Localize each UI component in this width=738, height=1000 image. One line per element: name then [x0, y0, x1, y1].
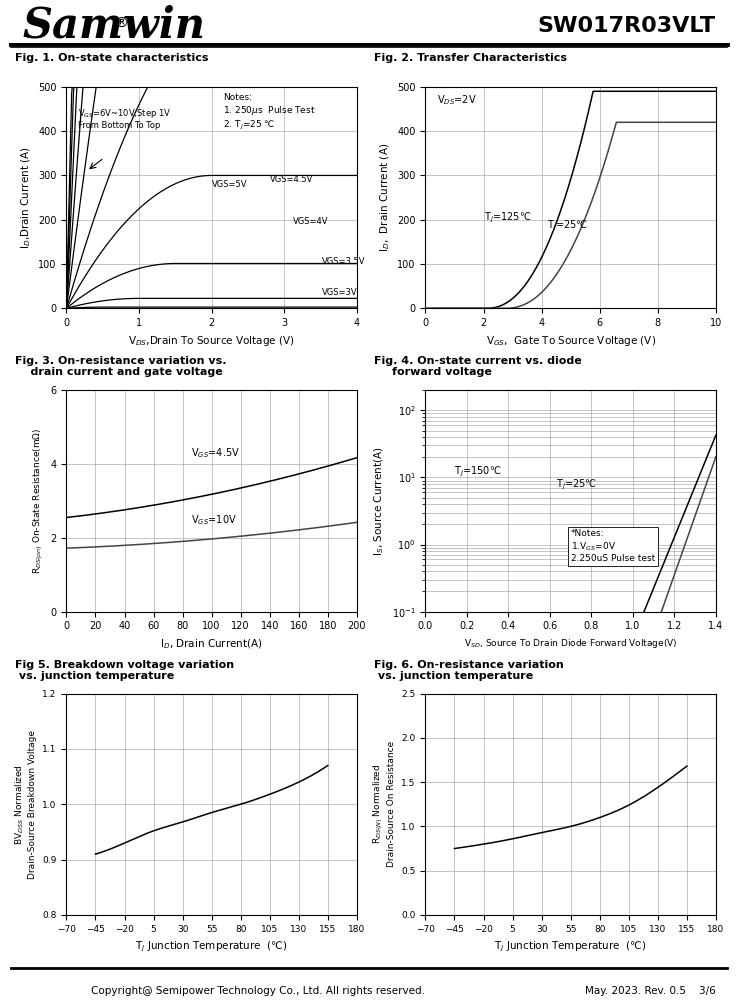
Text: vs. junction temperature: vs. junction temperature: [15, 671, 174, 681]
Y-axis label: I$_D$,Drain Current (A): I$_D$,Drain Current (A): [19, 146, 32, 249]
Y-axis label: R$_{DS(on)}$ On-State Resistance(m$\Omega$): R$_{DS(on)}$ On-State Resistance(m$\Omeg…: [31, 428, 45, 574]
Y-axis label: I$_S$, Source Current(A): I$_S$, Source Current(A): [373, 446, 386, 556]
Text: VGS=3V: VGS=3V: [322, 288, 358, 297]
Text: V$_{GS}$=10V: V$_{GS}$=10V: [191, 513, 237, 527]
Text: Fig. 1. On-state characteristics: Fig. 1. On-state characteristics: [15, 53, 208, 63]
Text: *Notes:
1.V$_{GS}$=0V
2.250uS Pulse test: *Notes: 1.V$_{GS}$=0V 2.250uS Pulse test: [570, 529, 655, 563]
X-axis label: T$_j$ Junction Temperature  (℃): T$_j$ Junction Temperature (℃): [494, 939, 646, 954]
Text: Fig. 2. Transfer Characteristics: Fig. 2. Transfer Characteristics: [373, 53, 567, 63]
X-axis label: I$_D$, Drain Current(A): I$_D$, Drain Current(A): [160, 637, 263, 651]
Text: forward voltage: forward voltage: [393, 367, 492, 377]
Text: T$_j$=125℃: T$_j$=125℃: [483, 210, 531, 225]
Text: Samwin: Samwin: [22, 5, 205, 47]
Text: VGS=5V: VGS=5V: [212, 180, 247, 189]
X-axis label: V$_{SD}$, Source To Drain Diode Forward Voltage(V): V$_{SD}$, Source To Drain Diode Forward …: [464, 637, 677, 650]
Text: Fig. 6. On-resistance variation: Fig. 6. On-resistance variation: [373, 660, 564, 670]
Text: Copyright@ Semipower Technology Co., Ltd. All rights reserved.: Copyright@ Semipower Technology Co., Ltd…: [92, 986, 425, 996]
Text: Notes:
1. 250$\mu$s  Pulse Test
2. T$_j$=25 ℃: Notes: 1. 250$\mu$s Pulse Test 2. T$_j$=…: [223, 93, 316, 132]
Text: Fig. 3. On-resistance variation vs.: Fig. 3. On-resistance variation vs.: [15, 356, 227, 366]
Text: Fig. 4. On-state current vs. diode: Fig. 4. On-state current vs. diode: [373, 356, 582, 366]
Y-axis label: R$_{DS(N)}$ Normalized
Drain-Source On Resistance: R$_{DS(N)}$ Normalized Drain-Source On R…: [372, 741, 396, 867]
Text: V$_{GS}$=6V~10V,Step 1V
From Bottom To Top: V$_{GS}$=6V~10V,Step 1V From Bottom To T…: [78, 107, 171, 130]
X-axis label: T$_j$ Junction Temperature  (℃): T$_j$ Junction Temperature (℃): [136, 939, 288, 954]
Text: May. 2023. Rev. 0.5    3/6: May. 2023. Rev. 0.5 3/6: [585, 986, 716, 996]
Text: T$_j$=150℃: T$_j$=150℃: [455, 465, 502, 479]
Text: SW017R03VLT: SW017R03VLT: [538, 16, 716, 36]
Text: V$_{GS}$=4.5V: V$_{GS}$=4.5V: [191, 447, 241, 460]
Text: VGS=4.5V: VGS=4.5V: [269, 175, 313, 184]
Text: V$_{DS}$=2V: V$_{DS}$=2V: [437, 93, 477, 107]
Y-axis label: I$_D$,  Drain Current (A): I$_D$, Drain Current (A): [378, 143, 392, 252]
Text: T$_j$=25℃: T$_j$=25℃: [556, 478, 597, 492]
Text: drain current and gate voltage: drain current and gate voltage: [15, 367, 223, 377]
X-axis label: V$_{DS}$,Drain To Source Voltage (V): V$_{DS}$,Drain To Source Voltage (V): [128, 334, 295, 348]
Text: VGS=4V: VGS=4V: [293, 217, 328, 226]
X-axis label: V$_{GS}$,  Gate To Source Voltage (V): V$_{GS}$, Gate To Source Voltage (V): [486, 334, 656, 348]
Text: vs. junction temperature: vs. junction temperature: [373, 671, 533, 681]
Text: VGS=3.5V: VGS=3.5V: [322, 257, 365, 266]
Text: T$_j$=25℃: T$_j$=25℃: [548, 219, 588, 233]
Y-axis label: BV$_{DSS}$ Normalized
Drain-Source Breakdown Voltage: BV$_{DSS}$ Normalized Drain-Source Break…: [14, 730, 37, 879]
Text: ®: ®: [114, 17, 128, 31]
Text: Fig 5. Breakdown voltage variation: Fig 5. Breakdown voltage variation: [15, 660, 234, 670]
